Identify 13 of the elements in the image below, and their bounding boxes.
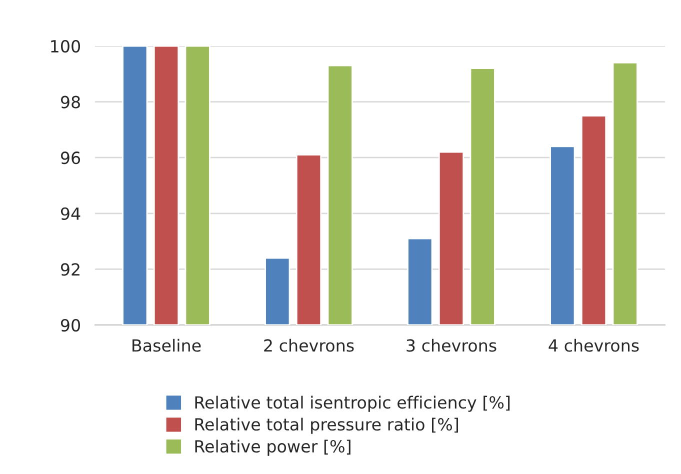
- y-tick-label: 100: [51, 40, 80, 53]
- x-tick-label: 3 chevrons: [406, 338, 496, 352]
- legend-label: Relative power [%]: [195, 440, 350, 456]
- x-tick-label: 4 chevrons: [548, 338, 639, 352]
- legend-label: Relative total pressure ratio [%]: [195, 418, 458, 434]
- x-tick-label: 2 chevrons: [264, 338, 354, 352]
- y-tick-label: 92: [60, 263, 80, 276]
- y-tick-label: 94: [60, 207, 80, 220]
- x-tick-label: Baseline: [132, 338, 201, 352]
- y-tick-label: 98: [60, 96, 80, 108]
- y-tick-label: 96: [60, 152, 80, 164]
- legend-label: Relative total isentropic efficiency [%]: [195, 396, 510, 412]
- y-tick-label: 90: [60, 318, 80, 332]
